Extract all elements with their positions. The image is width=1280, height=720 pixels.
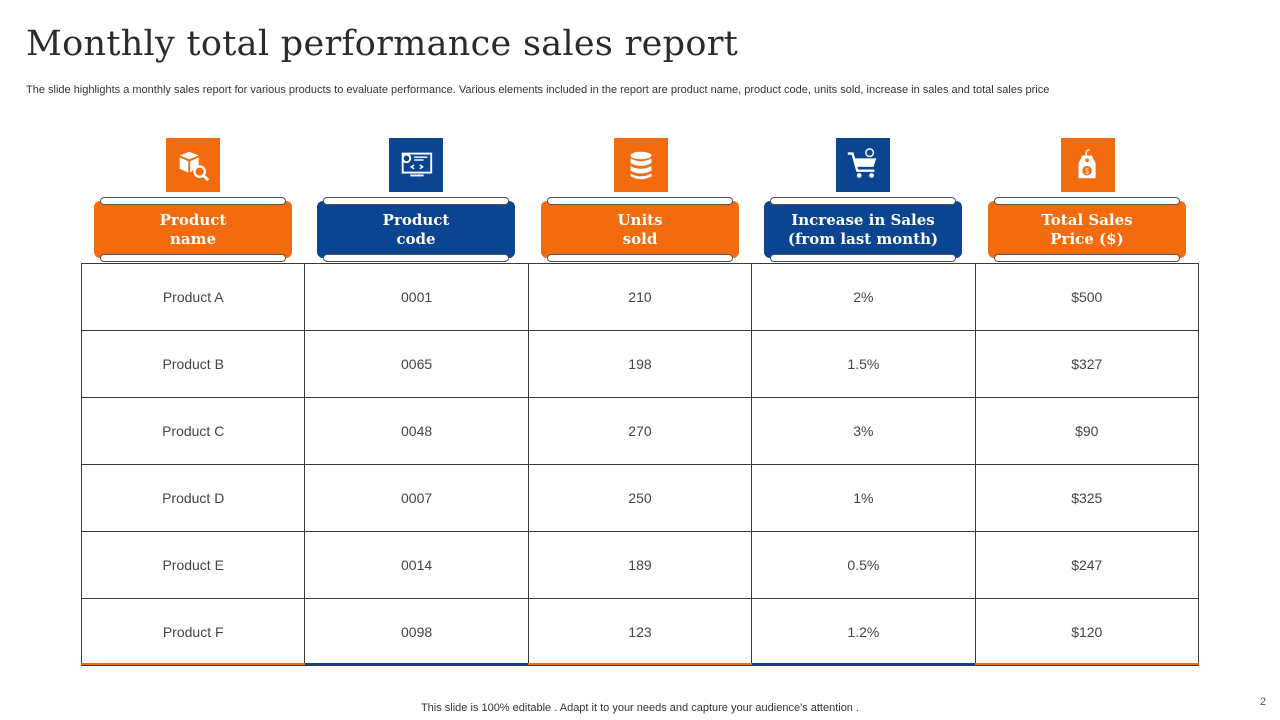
header-units-sold: Units sold xyxy=(541,197,739,262)
table-row: Product F 0098 123 1.2% $120 xyxy=(80,598,1200,666)
column-icon-product-name xyxy=(166,138,220,192)
table-cell: 123 xyxy=(527,598,753,666)
table-cell: 1.2% xyxy=(751,598,976,666)
header-product-name: Product name xyxy=(94,197,292,262)
shopping-cart-icon xyxy=(847,148,877,178)
header-total-sales-price: Total Sales Price ($) xyxy=(988,197,1186,262)
slide-subtitle: The slide highlights a monthly sales rep… xyxy=(26,84,1050,96)
table-cell: Product A xyxy=(80,263,306,331)
table-cell: 0048 xyxy=(304,397,529,465)
column-icon-total-sales-price: $ xyxy=(1061,138,1115,192)
column-icon-product-code xyxy=(389,138,443,192)
table-cell: Product E xyxy=(80,531,306,599)
table-row: Product D 0007 250 1% $325 xyxy=(80,464,1200,532)
header-label: Product name xyxy=(159,210,227,248)
table-row: Product E 0014 189 0.5% $247 xyxy=(80,531,1200,599)
table-cell: 0014 xyxy=(304,531,529,599)
table-cell: $90 xyxy=(974,397,1200,465)
table-cell: Product C xyxy=(80,397,306,465)
column-icon-increase-in-sales xyxy=(836,138,890,192)
table-cell: 1% xyxy=(751,464,976,532)
table-cell: 3% xyxy=(751,397,976,465)
table-cell: $325 xyxy=(974,464,1200,532)
table-cell: Product B xyxy=(80,330,306,398)
table-cell: 0001 xyxy=(304,263,529,331)
header-product-code: Product code xyxy=(317,197,515,262)
table-cell: 1.5% xyxy=(751,330,976,398)
code-monitor-icon xyxy=(401,152,433,177)
table-cell: 198 xyxy=(527,330,753,398)
page-number: 2 xyxy=(1259,696,1266,708)
table-row: Product B 0065 198 1.5% $327 xyxy=(80,330,1200,398)
table-cell: Product D xyxy=(80,464,306,532)
table-cell: 0098 xyxy=(304,598,529,666)
table-row: Product A 0001 210 2% $500 xyxy=(80,263,1200,331)
header-label: Increase in Sales (from last month) xyxy=(787,210,939,248)
table-cell: 0.5% xyxy=(751,531,976,599)
sales-table: Product A 0001 210 2% $500 Product B 0065 198 1.… xyxy=(80,263,1200,666)
table-cell: 0065 xyxy=(304,330,529,398)
table-cell: Product F xyxy=(80,598,306,666)
table-cell: 0007 xyxy=(304,464,529,532)
table-cell: $247 xyxy=(974,531,1200,599)
table-cell: 210 xyxy=(527,263,753,331)
price-tag-icon: $ xyxy=(1078,149,1096,179)
table-cell: 2% xyxy=(751,263,976,331)
slide-title: Monthly total performance sales report xyxy=(26,24,739,64)
table-cell: $500 xyxy=(974,263,1200,331)
table-row: Product C 0048 270 3% $90 xyxy=(80,397,1200,465)
table-cell: $120 xyxy=(974,598,1200,666)
table-cell: 189 xyxy=(527,531,753,599)
header-label: Units sold xyxy=(617,210,663,248)
header-label: Product code xyxy=(382,210,450,248)
table-bottom-accents xyxy=(81,663,1199,666)
table-cell: 270 xyxy=(527,397,753,465)
table-cell: 250 xyxy=(527,464,753,532)
footer-note: This slide is 100% editable . Adapt it t… xyxy=(420,702,860,714)
header-increase-in-sales: Increase in Sales (from last month) xyxy=(764,197,962,262)
header-label: Total Sales Price ($) xyxy=(1041,210,1133,248)
table-cell: $327 xyxy=(974,330,1200,398)
coins-stack-icon xyxy=(630,151,652,180)
box-search-icon xyxy=(179,151,210,182)
column-icon-units-sold xyxy=(614,138,668,192)
svg-text:$: $ xyxy=(1085,167,1090,176)
